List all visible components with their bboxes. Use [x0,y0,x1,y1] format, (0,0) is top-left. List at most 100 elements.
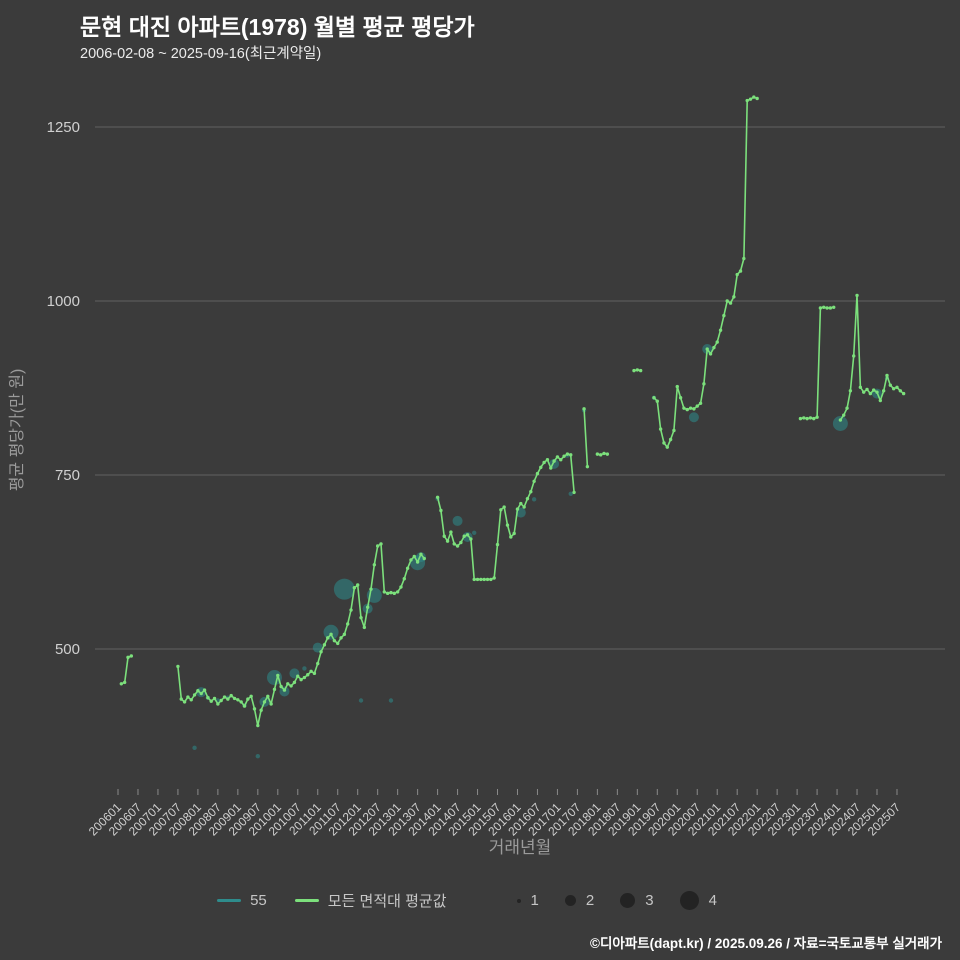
line-marker [239,700,243,704]
line-marker [206,696,210,700]
line-marker [479,577,483,582]
line-marker [399,585,403,589]
line-marker [472,577,476,582]
line-marker [385,591,390,596]
line-marker [392,591,397,596]
line-marker [885,373,889,378]
line-marker [435,495,440,499]
line-marker [306,673,310,677]
line-marker [212,696,217,701]
line-marker [888,383,893,387]
line-marker [832,305,836,309]
scatter-point [568,491,573,496]
scatter-series [192,344,890,759]
line-marker [815,415,819,419]
line-marker [449,530,453,534]
y-tick-labels: 500 750 1000 1250 [47,119,80,658]
line-marker [535,471,540,476]
line-marker [382,590,387,594]
line-marker [489,577,493,582]
line-marker [502,505,506,509]
line-marker [585,464,590,469]
line-marker [292,680,297,685]
line-marker [599,453,603,457]
line-marker [635,368,640,372]
line-marker [369,587,373,591]
chart-legend: 55 모든 면적대 평균값 1 2 3 4 [0,890,960,911]
line-marker [845,406,849,410]
trend-line-segment [583,408,589,468]
legend-swatch [217,899,242,902]
line-marker [652,396,656,400]
legend-size-item: 4 [679,891,717,910]
line-marker [445,539,450,543]
line-marker [176,664,180,669]
line-marker [901,391,906,396]
line-marker [522,505,526,509]
line-marker [259,708,263,712]
line-marker [289,684,293,688]
legend-size-item: 2 [564,892,595,909]
line-marker [322,643,327,647]
line-marker [352,586,357,590]
line-marker [202,688,207,692]
line-marker [442,534,446,538]
line-marker [256,723,260,728]
line-marker [419,552,423,557]
scatter-point [323,624,339,640]
line-marker [119,682,124,686]
line-marker [562,454,566,458]
line-marker [339,636,343,640]
line-marker [312,671,317,676]
line-marker [252,707,257,711]
page-title: 문현 대진 아파트(1978) 월별 평균 평당가 [80,14,475,40]
legend-size-item: 3 [620,892,654,909]
scatter-point [333,578,355,600]
line-marker [822,305,826,309]
y-tick-label: 750 [55,467,80,484]
scatter-point [688,412,699,423]
line-marker [509,535,513,539]
legend-swatch [294,899,319,902]
y-axis-title: 평균 평당가(만 원) [8,369,26,492]
line-marker [219,698,223,703]
line-marker [189,698,193,702]
line-marker [539,465,543,470]
x-tick-labels: 2006012006072007012007072008012008072009… [86,800,903,838]
line-marker [738,269,743,273]
scatter-point [266,670,282,686]
gridlines [95,126,945,650]
line-marker [475,577,480,582]
line-marker [512,531,516,536]
line-marker [222,695,227,699]
line-marker [569,453,573,457]
line-marker [422,556,426,561]
line-marker [405,566,410,570]
legend-size-label: 2 [585,892,595,909]
line-marker [748,97,753,101]
line-marker [708,352,713,356]
line-marker [519,501,523,506]
scatter-point [312,642,323,653]
line-marker [718,328,723,332]
line-marker [675,384,679,389]
y-tick-label: 500 [55,641,80,658]
line-marker [122,680,127,685]
line-marker [898,389,903,393]
line-marker [715,340,719,344]
line-marker [395,590,400,594]
line-marker [658,427,663,431]
legend-size-dot [564,895,576,906]
line-marker [319,650,323,654]
line-marker [632,368,636,373]
line-marker [595,452,600,456]
line-marker [865,387,869,392]
line-marker [565,452,570,456]
line-marker [698,401,703,406]
line-marker [891,386,896,391]
line-marker [838,418,843,422]
line-marker [439,508,443,513]
line-marker [752,95,756,99]
line-marker [452,542,456,546]
line-marker [525,496,530,501]
